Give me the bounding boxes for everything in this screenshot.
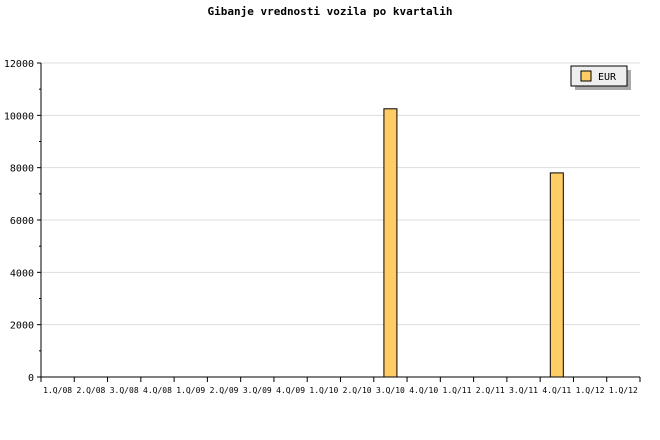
legend: EUR (570, 65, 631, 90)
x-tick-label: 3.Q/11 (509, 386, 538, 395)
y-tick-label: 10000 (4, 111, 34, 122)
x-tick-label: 1.Q/09 (176, 386, 205, 395)
x-tick-label: 1.Q/10 (309, 386, 338, 395)
x-tick-label: 3.Q/09 (243, 386, 272, 395)
x-tick-label: 2.Q/09 (210, 386, 239, 395)
bar-3.Q/10 (383, 108, 398, 378)
x-tick-label: 2.Q/08 (76, 386, 105, 395)
x-tick-label: 4.Q/08 (143, 386, 172, 395)
y-tick-label: 12000 (4, 59, 34, 70)
y-tick-label: 6000 (10, 216, 34, 227)
y-tick-label: 0 (28, 373, 34, 384)
x-tick-label: 1.Q/12 (609, 386, 638, 395)
x-tick-label: 3.Q/08 (110, 386, 139, 395)
x-tick-label: 1.Q/08 (43, 386, 72, 395)
y-tick-label: 2000 (10, 321, 34, 332)
y-tick-label: 4000 (10, 268, 34, 279)
chart-title: Gibanje vrednosti vozila po kvartalih (207, 5, 452, 18)
y-tick-label: 8000 (10, 164, 34, 175)
x-tick-label: 1.Q/12 (576, 386, 605, 395)
bar-4.Q/11 (549, 172, 564, 378)
x-tick-label: 4.Q/11 (542, 386, 571, 395)
x-tick-label: 4.Q/09 (276, 386, 305, 395)
x-tick-label: 2.Q/10 (343, 386, 372, 395)
x-tick-label: 4.Q/10 (409, 386, 438, 395)
legend-label-eur: EUR (598, 72, 617, 83)
x-tick-label: 2.Q/11 (476, 386, 505, 395)
x-tick-label: 3.Q/10 (376, 386, 405, 395)
x-tick-label: 1.Q/11 (443, 386, 472, 395)
legend-swatch-eur (580, 70, 592, 82)
